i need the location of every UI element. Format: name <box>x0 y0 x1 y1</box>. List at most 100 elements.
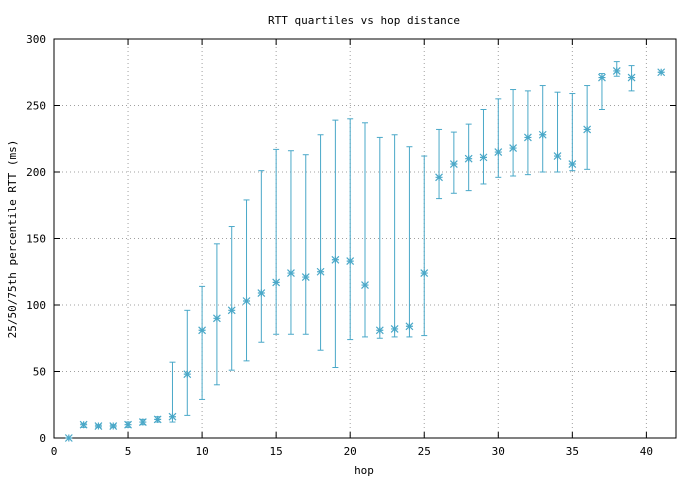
axis-ticks: 0 5 10 15 20 25 30 35 40 0 50 100 150 200 250 300 <box>26 33 676 458</box>
median-marker <box>109 422 118 430</box>
data-point-hop-32 <box>523 90 532 176</box>
data-point-hop-38 <box>612 61 621 77</box>
x-tick-label: 20 <box>344 445 357 458</box>
median-marker <box>198 326 207 335</box>
median-marker <box>79 420 88 429</box>
x-tick-label: 40 <box>640 445 653 458</box>
data-point-hop-7 <box>153 415 162 424</box>
median-marker <box>212 314 221 323</box>
x-tick-label: 5 <box>125 445 132 458</box>
x-tick-label: 10 <box>195 445 208 458</box>
median-marker <box>494 148 503 156</box>
data-point-hop-19 <box>331 119 340 369</box>
x-tick-label: 25 <box>418 445 431 458</box>
data-point-hop-1 <box>64 434 73 442</box>
data-point-hop-14 <box>257 170 266 343</box>
data-point-hop-22 <box>375 136 384 339</box>
x-tick-label: 35 <box>566 445 579 458</box>
median-marker <box>435 173 443 182</box>
data-point-hop-9 <box>183 309 192 416</box>
data-point-hop-41 <box>657 68 666 77</box>
x-axis-label: hop <box>354 464 374 477</box>
data-point-hop-2 <box>79 420 88 429</box>
median-marker <box>316 267 325 276</box>
data-point-hop-29 <box>479 108 488 185</box>
median-marker <box>479 153 488 162</box>
data-point-hop-12 <box>227 226 236 371</box>
data-point-hop-23 <box>390 134 399 338</box>
data-point-hop-26 <box>435 128 443 200</box>
median-marker <box>272 278 281 287</box>
median-marker <box>64 434 73 442</box>
data-point-hop-16 <box>287 150 295 335</box>
y-tick-label: 150 <box>26 233 46 246</box>
x-tick-label: 30 <box>492 445 505 458</box>
median-marker <box>94 422 103 430</box>
data-point-hop-10 <box>198 285 207 400</box>
data-point-hop-36 <box>583 85 592 170</box>
median-marker <box>627 73 636 82</box>
data-point-hop-39 <box>627 65 636 92</box>
median-marker <box>168 412 177 421</box>
data-point-hop-3 <box>94 422 103 430</box>
data-point-hop-17 <box>301 154 310 335</box>
data-point-hop-27 <box>449 131 458 194</box>
median-marker <box>287 269 295 278</box>
median-marker <box>449 160 458 168</box>
data-point-hop-25 <box>420 155 429 337</box>
y-tick-label: 250 <box>26 100 46 113</box>
data-point-hop-5 <box>124 420 132 429</box>
median-marker <box>657 68 666 77</box>
chart-title: RTT quartiles vs hop distance <box>268 14 460 27</box>
median-marker <box>420 269 429 278</box>
data-point-hop-6 <box>138 418 147 426</box>
data-point-hop-15 <box>272 148 281 335</box>
median-marker <box>464 154 473 163</box>
median-marker <box>583 125 592 134</box>
median-marker <box>405 322 414 331</box>
data-point-hop-33 <box>538 85 547 173</box>
median-marker <box>598 73 606 82</box>
median-marker <box>523 133 532 142</box>
data-point-hop-18 <box>316 134 325 351</box>
median-marker <box>568 160 577 168</box>
data-point-hop-8 <box>168 361 177 423</box>
data-point-hop-28 <box>464 123 473 192</box>
median-marker <box>242 297 251 305</box>
median-marker <box>553 152 562 160</box>
median-marker <box>138 418 147 426</box>
y-tick-label: 50 <box>33 366 46 379</box>
median-marker <box>509 144 518 152</box>
median-marker <box>361 281 369 289</box>
median-marker <box>183 370 192 379</box>
y-tick-label: 100 <box>26 299 46 312</box>
median-marker <box>375 326 384 335</box>
data-point-hop-13 <box>242 199 251 362</box>
x-tick-label: 0 <box>51 445 58 458</box>
median-marker <box>538 130 547 139</box>
data-series <box>64 61 666 442</box>
data-point-hop-37 <box>598 73 606 110</box>
data-point-hop-34 <box>553 91 562 173</box>
x-tick-label: 15 <box>270 445 283 458</box>
median-marker <box>124 420 132 429</box>
median-marker <box>227 306 236 315</box>
median-marker <box>301 273 310 281</box>
median-marker <box>390 325 399 333</box>
data-point-hop-31 <box>509 89 518 177</box>
data-point-hop-4 <box>109 422 118 430</box>
data-point-hop-21 <box>361 122 369 338</box>
data-point-hop-30 <box>494 98 503 178</box>
median-marker <box>612 66 621 75</box>
data-point-hop-24 <box>405 146 414 338</box>
data-point-hop-20 <box>346 118 355 341</box>
y-tick-label: 0 <box>39 432 46 445</box>
median-marker <box>346 257 355 266</box>
data-point-hop-11 <box>212 243 221 386</box>
y-tick-label: 300 <box>26 33 46 46</box>
median-marker <box>257 289 266 297</box>
median-marker <box>153 415 162 424</box>
y-axis-label: 25/50/75th percentile RTT (ms) <box>6 140 19 339</box>
data-point-hop-35 <box>568 93 577 172</box>
